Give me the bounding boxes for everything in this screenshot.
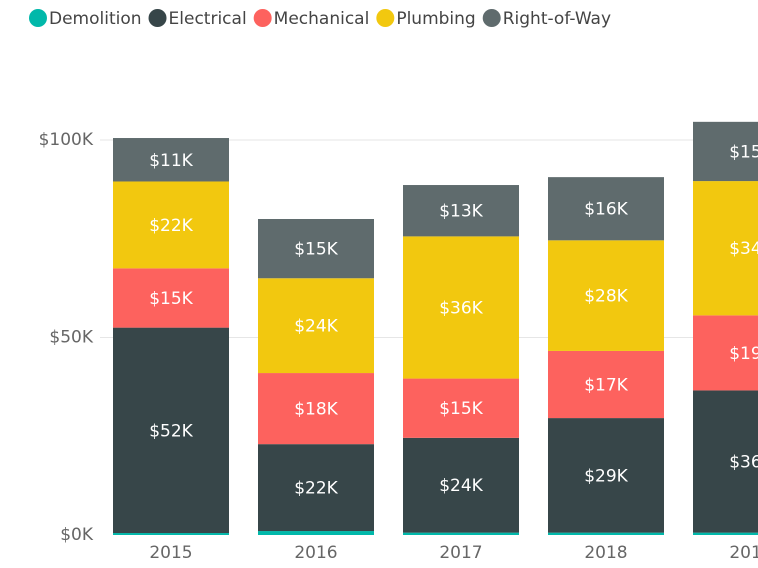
value-label: $15K	[439, 399, 483, 419]
x-tick-label: 2016	[294, 543, 337, 563]
bar-segment	[258, 444, 374, 532]
bar-segment	[548, 350, 664, 419]
legend-label: Electrical	[169, 9, 247, 29]
legend-label: Plumbing	[396, 9, 475, 29]
legend-marker	[482, 9, 501, 27]
bar-segment	[693, 121, 758, 182]
bar-segment	[548, 177, 664, 241]
legend-label: Demolition	[49, 9, 142, 29]
x-tick-label: 2015	[149, 543, 192, 563]
bar-segment	[258, 278, 374, 374]
value-label: $52K	[149, 421, 193, 441]
bar-segment	[403, 532, 519, 535]
value-label: $13K	[439, 202, 483, 222]
y-tick-label: $100K	[39, 130, 94, 150]
bar-segment	[403, 185, 519, 237]
value-label: $15K	[729, 142, 758, 162]
bar-segment	[113, 533, 229, 535]
y-tick-label: $50K	[49, 328, 93, 348]
value-label: $19K	[729, 344, 758, 364]
bar-segment	[403, 236, 519, 379]
x-tick-label: 2019	[729, 543, 758, 563]
value-label: $34K	[729, 239, 758, 259]
bar-segment	[258, 531, 374, 535]
value-label: $11K	[149, 151, 193, 171]
value-label: $15K	[294, 240, 338, 260]
bar-segment	[548, 418, 664, 533]
legend-label: Mechanical	[274, 9, 370, 29]
bar-segment	[113, 181, 229, 269]
value-label: $36K	[439, 298, 483, 318]
legend-marker	[376, 9, 395, 27]
bar-segment	[548, 532, 664, 535]
value-label: $36K	[729, 453, 758, 473]
legend-marker	[29, 9, 47, 27]
x-tick-label: 2017	[439, 543, 482, 563]
bar-segment	[258, 373, 374, 445]
legend-marker	[253, 9, 272, 27]
bar-segment	[113, 268, 229, 328]
value-label: $15K	[149, 289, 193, 309]
bar-segment	[258, 219, 374, 279]
value-label: $22K	[149, 216, 193, 236]
bar-segment	[403, 437, 519, 533]
bar-segment	[548, 240, 664, 351]
y-tick-label: $0K	[60, 525, 94, 545]
bar-segment	[113, 138, 229, 182]
bar-segment	[693, 390, 758, 533]
value-label: $24K	[294, 317, 338, 337]
value-label: $17K	[584, 376, 628, 396]
value-label: $16K	[584, 200, 628, 220]
bar-segment	[693, 315, 758, 391]
value-label: $18K	[294, 400, 338, 420]
legend-marker	[148, 9, 167, 27]
bar-segment	[693, 181, 758, 316]
bar-segment	[403, 378, 519, 438]
bar-segment	[113, 327, 229, 534]
bar-segment	[693, 532, 758, 535]
value-label: $22K	[294, 479, 338, 499]
value-label: $29K	[584, 466, 628, 486]
value-label: $24K	[439, 476, 483, 496]
legend-label: Right-of-Way	[503, 9, 611, 29]
value-label: $28K	[584, 287, 628, 307]
x-tick-label: 2018	[584, 543, 627, 563]
